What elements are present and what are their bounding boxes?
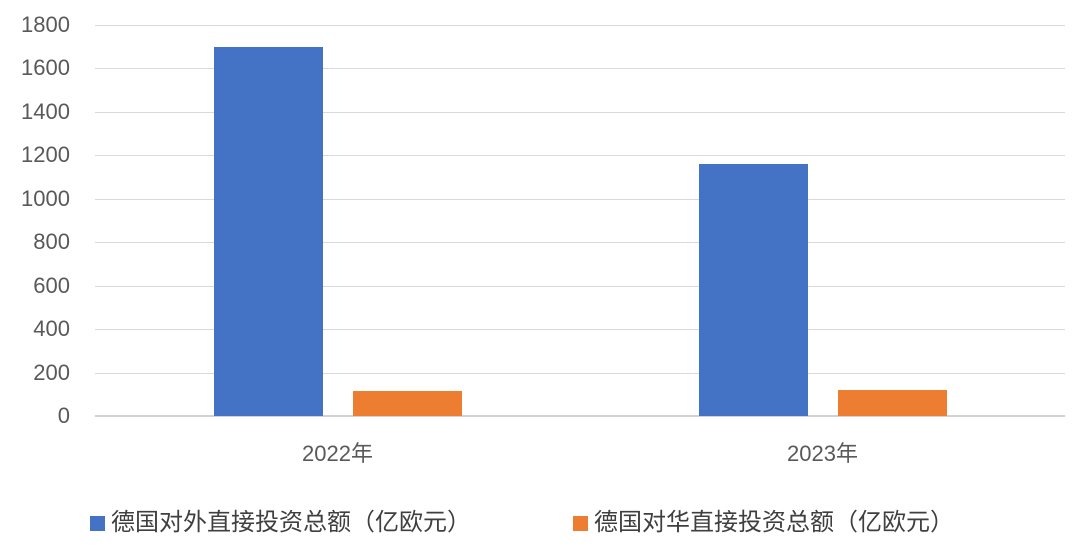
legend-item-germany-china-fdi: 德国对华直接投资总额（亿欧元） xyxy=(573,505,954,541)
legend-label-germany-china-fdi: 德国对华直接投资总额（亿欧元） xyxy=(594,509,954,536)
bar-series1-2023年 xyxy=(837,390,947,416)
x-tick-label: 2023年 xyxy=(787,441,858,466)
bar-series0-2023年 xyxy=(698,164,808,416)
legend-item-germany-outbound-fdi: 德国对外直接投资总额（亿欧元） xyxy=(90,505,471,541)
gridline xyxy=(95,25,1065,26)
gridline xyxy=(95,242,1065,244)
gridline xyxy=(95,111,1065,113)
y-tick-label: 0 xyxy=(57,403,70,428)
y-tick-label: 400 xyxy=(33,316,70,342)
legend-swatch-orange xyxy=(573,515,588,531)
y-tick-label: 600 xyxy=(33,272,70,298)
bar-series1-2022年 xyxy=(352,391,462,416)
y-tick-label: 1800 xyxy=(21,12,70,37)
y-tick-label: 800 xyxy=(33,229,70,255)
gridline xyxy=(95,329,1065,331)
y-tick-label: 200 xyxy=(33,359,70,385)
legend-swatch-blue xyxy=(90,515,105,531)
y-tick-label: 1000 xyxy=(21,185,70,211)
gridline xyxy=(95,198,1065,200)
gridline xyxy=(95,155,1065,157)
x-axis-line xyxy=(95,415,1065,417)
x-tick-label: 2022年 xyxy=(302,441,373,466)
gridline xyxy=(95,285,1065,287)
y-tick-label: 1400 xyxy=(21,98,70,124)
legend-label-germany-outbound-fdi: 德国对外直接投资总额（亿欧元） xyxy=(111,509,471,536)
gridline xyxy=(95,68,1065,70)
y-tick-label: 1600 xyxy=(21,55,70,81)
y-tick-label: 1200 xyxy=(21,142,70,168)
gridline xyxy=(95,372,1065,374)
bar-series0-2022年 xyxy=(213,46,323,416)
